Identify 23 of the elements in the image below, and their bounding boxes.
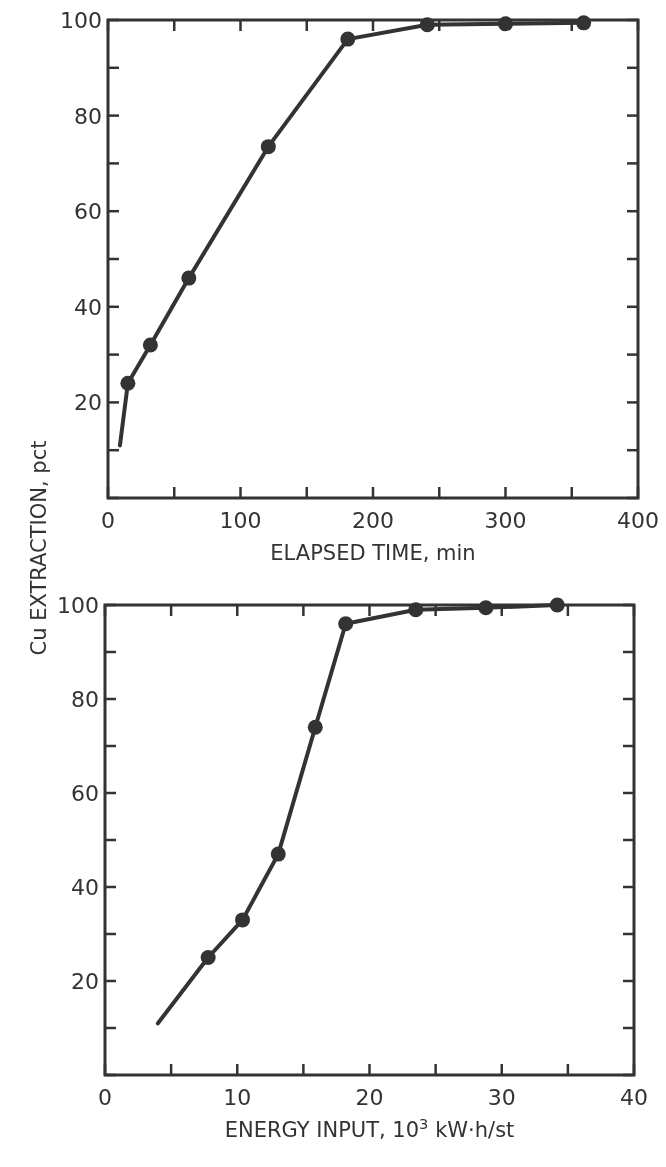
y-tick-label: 100 bbox=[60, 8, 102, 33]
y-axis-title: Cu EXTRACTION, pct bbox=[27, 440, 51, 656]
x-tick-label: 40 bbox=[620, 1085, 648, 1110]
x-tick-label: 400 bbox=[617, 508, 659, 533]
y-tick-label: 80 bbox=[71, 687, 99, 712]
y-tick-label: 60 bbox=[74, 199, 102, 225]
y-tick-label: 20 bbox=[74, 390, 102, 416]
x-tick-label: 20 bbox=[355, 1085, 384, 1110]
y-tick-label: 40 bbox=[71, 875, 99, 900]
x-tick-label: 200 bbox=[352, 508, 394, 533]
y-tick-label: 20 bbox=[71, 969, 99, 994]
y-tick-label: 40 bbox=[74, 294, 102, 320]
x-tick-label: 0 bbox=[98, 1085, 112, 1110]
x-tick-label: 300 bbox=[484, 508, 527, 533]
x-tick-label: 30 bbox=[487, 1085, 516, 1110]
x-axis-title: ENERGY INPUT, 10$^{3}$ kW·h/st bbox=[224, 1114, 515, 1142]
y-tick-label: 80 bbox=[74, 103, 102, 129]
x-axis-title: ELAPSED TIME, min bbox=[270, 541, 476, 565]
x-tick-label: 10 bbox=[223, 1085, 252, 1110]
x-tick-label: 100 bbox=[219, 508, 262, 533]
y-tick-label: 60 bbox=[71, 781, 99, 806]
x-tick-label: 0 bbox=[101, 508, 115, 533]
y-tick-label: 100 bbox=[57, 593, 99, 618]
